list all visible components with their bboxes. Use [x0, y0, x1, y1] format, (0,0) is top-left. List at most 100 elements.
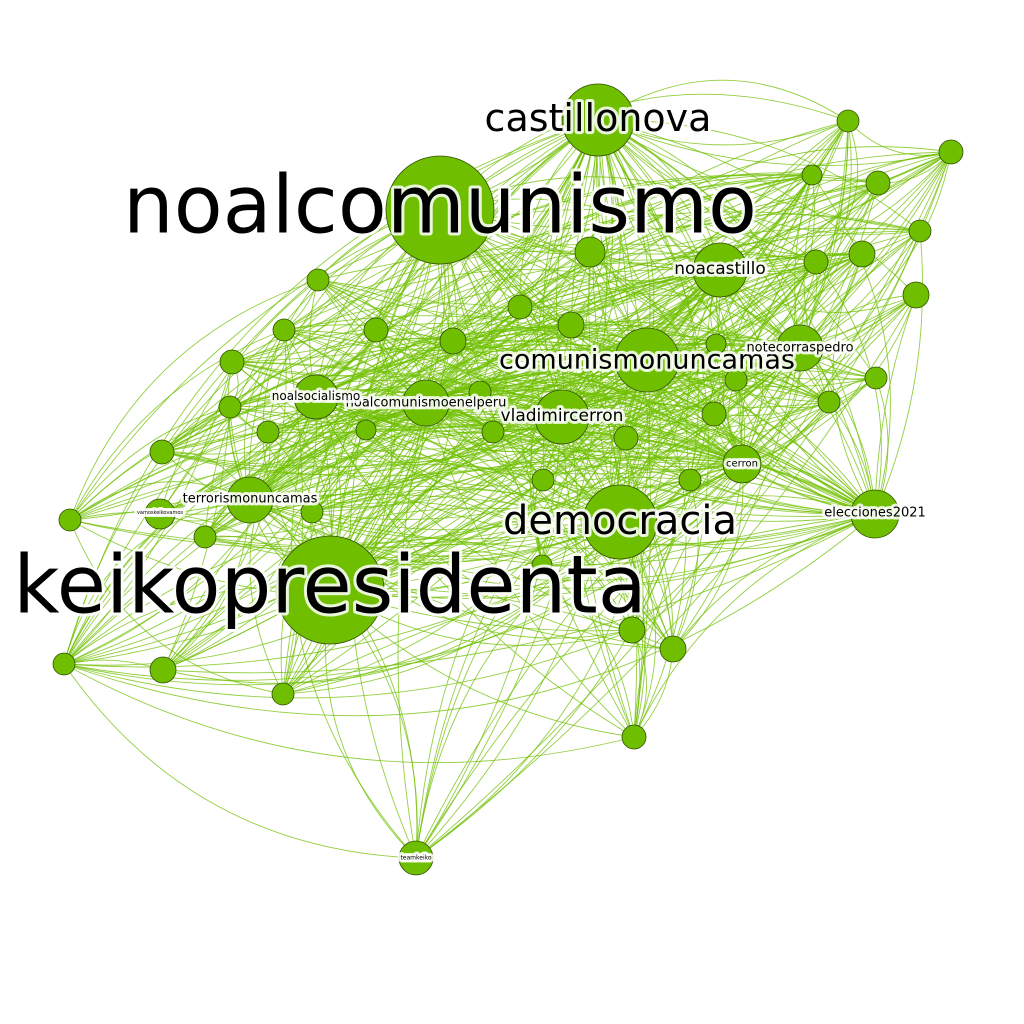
- node-n42: [678, 468, 702, 492]
- edge-n23-n16-646: [589, 146, 952, 253]
- node-layer: [52, 83, 964, 876]
- edge-n41-n52-558: [63, 401, 830, 681]
- node-n44: [149, 439, 175, 465]
- node-n52: [52, 652, 76, 676]
- edge-n42-n46-698: [69, 448, 691, 521]
- edge-n18-n33-658: [365, 174, 813, 431]
- label-vladimircerron: vladimircerron: [501, 406, 624, 426]
- edge-n44-castillonova-411: [161, 119, 599, 453]
- edge-terrorismonuncamas-elecciones2021-102: [249, 499, 876, 549]
- edge-n19-democracia-168: [619, 230, 921, 523]
- edge-n29-vamos-540: [159, 279, 319, 515]
- node-comunismonuncamas: [614, 327, 680, 393]
- edge-n41-castillonova-381: [597, 119, 830, 403]
- node-n33: [355, 419, 377, 441]
- edge-n15-n22-660: [815, 120, 859, 263]
- label-noacastillo: noacastillo: [674, 259, 765, 279]
- edge-n46-terrorismonuncamas-438: [69, 481, 251, 521]
- label-vamoskeikovamos: vamoskeikovamos: [137, 510, 183, 516]
- node-terrorismonuncamas: [226, 476, 274, 524]
- edge-n38-n41-703: [735, 379, 830, 409]
- edge-n55-vladimircerron-520: [561, 416, 635, 738]
- edge-teamkeiko-democracia-123: [415, 521, 621, 859]
- edge-layer: [63, 79, 952, 859]
- edge-n47-elecciones2021-449: [204, 465, 876, 538]
- node-noalcomunismo: [385, 155, 495, 265]
- edge-n46-n28-704: [69, 329, 285, 521]
- node-n54: [271, 682, 295, 706]
- edge-n16-n39-750: [715, 151, 952, 345]
- edge-n28-n18-772: [283, 174, 813, 331]
- edge-n18-n24-651: [519, 174, 813, 308]
- edge-noalcomunismoenelperu-noacastillo-564: [425, 269, 721, 404]
- node-n37: [701, 401, 727, 427]
- edge-n52-elecciones2021-494: [63, 513, 876, 717]
- node-n49: [531, 554, 553, 576]
- edge-n46-n18-605: [69, 174, 813, 521]
- edge-n50-noalcomunismoenelperu-474: [425, 402, 633, 631]
- edge-n49-n50-570: [541, 564, 633, 631]
- node-n24: [507, 294, 533, 320]
- node-democracia: [582, 484, 658, 560]
- node-n23: [574, 236, 606, 268]
- edge-n51-cerron-487: [672, 463, 744, 650]
- edge-n16-n23-752: [589, 151, 952, 271]
- node-n20: [848, 240, 876, 268]
- edge-n38-keikopresidenta-349: [329, 379, 737, 591]
- edge-n22-n36-588: [625, 261, 817, 439]
- node-n47: [193, 525, 217, 549]
- node-n17: [865, 170, 891, 196]
- label-noalcomunismo: noalcomunismo: [123, 159, 757, 252]
- edge-n16-notecorraspedro-146: [799, 151, 952, 349]
- edge-teamkeiko-noalcomunismo-120: [349, 209, 441, 859]
- edge-n44-n36-729: [161, 437, 627, 477]
- edge-n52-noalsocialismo-492: [63, 396, 317, 665]
- node-n27: [363, 317, 389, 343]
- edge-n55-noalcomunismo-517: [439, 209, 635, 738]
- node-n32: [256, 420, 280, 444]
- edge-n39-n48-667: [311, 343, 717, 513]
- edge-n37-n15-688: [713, 120, 849, 415]
- edge-n49-cerron-468: [541, 463, 743, 567]
- edge-n54-n27-530: [282, 329, 393, 695]
- edge-n44-cerron-420: [161, 395, 743, 465]
- edge-n51-n42-694: [672, 479, 699, 650]
- label-notecorraspedro: notecorraspedro: [746, 341, 853, 356]
- edge-n43-elecciones2021-669: [542, 479, 876, 517]
- node-n15: [836, 109, 860, 133]
- node-noacastillo: [692, 242, 748, 298]
- node-keikopresidenta: [275, 535, 385, 645]
- label-cerron: cerron: [726, 459, 758, 470]
- edge-noalcomunismo-n52-763: [63, 209, 441, 665]
- edge-vamos-cerron-429: [159, 427, 743, 515]
- edge-n52-cerron-495: [63, 463, 743, 686]
- edge-n48-cerron-458: [311, 457, 743, 513]
- node-n50: [618, 616, 646, 644]
- edge-castillonova-teamkeiko-617: [415, 119, 608, 859]
- edge-n36-n21-711: [625, 294, 917, 439]
- edge-n55-cerron-524: [633, 463, 743, 738]
- edge-n16-teamkeiko-742: [415, 151, 952, 859]
- edge-n54-elecciones2021-516: [282, 513, 876, 695]
- edge-n50-n52-702: [63, 629, 633, 699]
- edge-n16-vladimircerron-657: [561, 151, 952, 418]
- edge-n32-elecciones2021-301: [267, 431, 876, 545]
- edge-n23-n18-670: [589, 174, 813, 253]
- edge-n46-n29-592: [69, 279, 319, 521]
- edge-n54-noalsocialismo-513: [249, 396, 317, 695]
- node-cerron: [722, 444, 762, 484]
- edge-n16-n30-528: [231, 151, 952, 363]
- edge-n15-n37-764: [713, 120, 849, 415]
- edge-teamkeiko-noalcomunismoenelperu-126: [397, 402, 427, 859]
- edge-noalsocialismo-n51-774: [315, 396, 674, 650]
- edge-elecciones2021-castillonova-105: [597, 119, 876, 515]
- edge-n53-terrorismonuncamas-503: [162, 499, 251, 671]
- edge-noalsocialismo-n50-693: [315, 396, 633, 631]
- node-n21: [902, 281, 930, 309]
- edge-cerron-n50-716: [631, 463, 743, 631]
- edge-n50-noalsocialismo-475: [315, 396, 633, 631]
- node-n29: [306, 268, 330, 292]
- node-n28: [272, 318, 296, 342]
- edge-n16-n15-761: [847, 120, 952, 156]
